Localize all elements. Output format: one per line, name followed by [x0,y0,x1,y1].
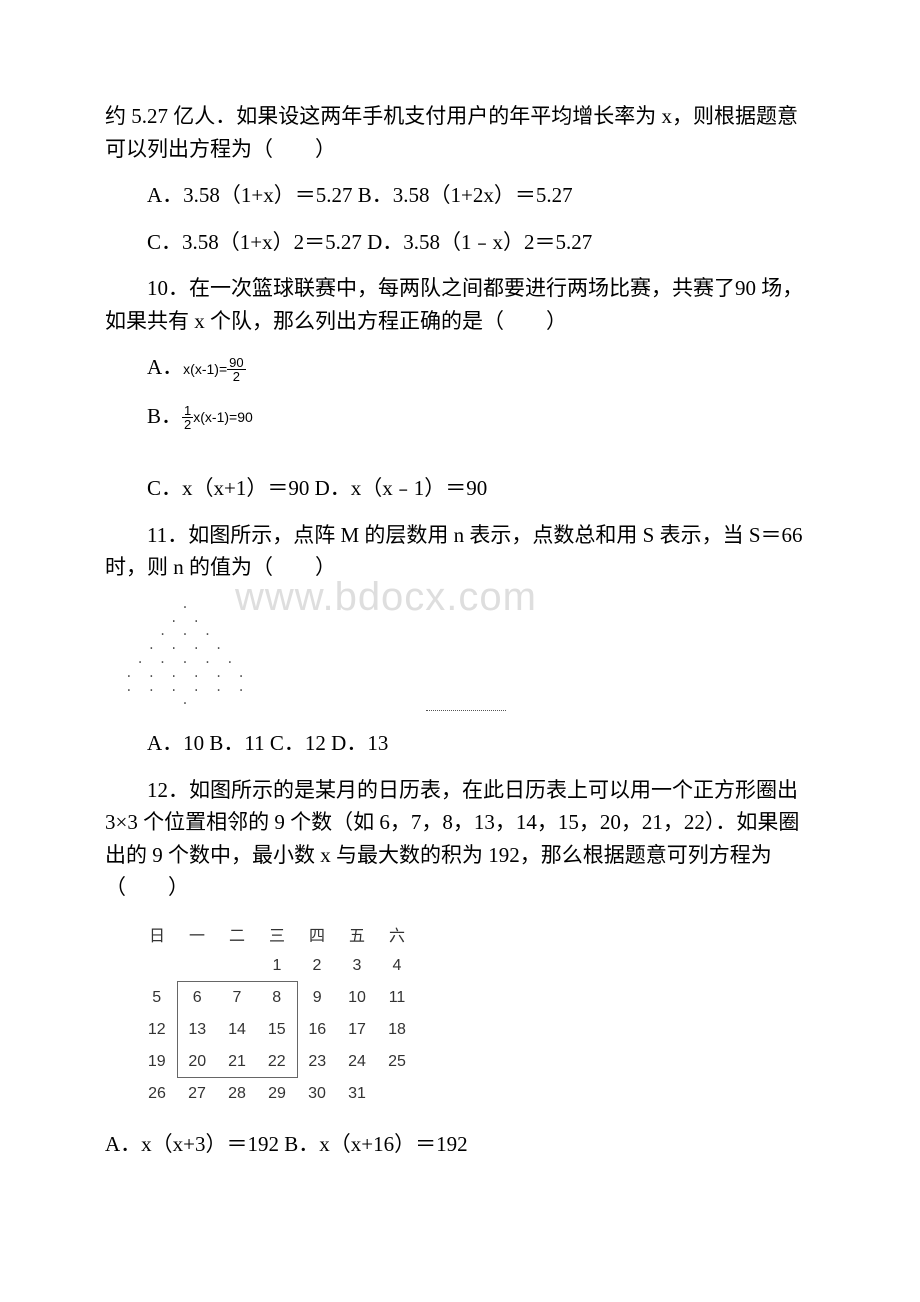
q10-a-num: 90 [227,356,245,371]
fraction-icon: 90 2 [227,356,245,384]
calendar-cell: 30 [297,1078,337,1110]
calendar-cell: 11 [377,982,417,1014]
calendar-cell: 23 [297,1046,337,1078]
calendar-header-cell: 二 [217,918,257,950]
calendar-cell: 21 [217,1046,257,1078]
q10-stem: 10．在一次篮球联赛中，每两队之间都要进行两场比赛，共赛了90 场，如果共有 x… [105,272,815,337]
calendar-cell: 1 [257,950,297,982]
q10-option-a: A． x(x-1)= 90 2 [105,351,815,384]
q10-option-a-expr: x(x-1)= 90 2 [183,356,245,384]
calendar-cell: 25 [377,1046,417,1078]
q10-option-b-expr: 1 2 x(x-1)=90 [182,404,253,432]
calendar-cell: 22 [257,1046,297,1078]
calendar-row: 12 13 14 15 16 17 18 [137,1014,417,1046]
calendar-cell [137,950,177,982]
calendar-cell: 27 [177,1078,217,1110]
calendar-header-cell: 六 [377,918,417,950]
q10-options-cd: C．x（x+1）＝90 D．x（x﹣1）＝90 [105,472,815,505]
calendar-row: 1 2 3 4 [137,950,417,982]
calendar-cell: 26 [137,1078,177,1110]
calendar-cell: 8 [257,982,297,1014]
q10-option-b: B． 1 2 x(x-1)=90 [105,398,815,432]
q12-stem: 12．如图所示的是某月的日历表，在此日历表上可以用一个正方形圈出 3×3 个位置… [105,774,815,904]
q10-option-a-label: A． [147,351,183,384]
calendar-cell: 31 [337,1078,377,1110]
q11-stem: 11．如图所示，点阵 M 的层数用 n 表示，点数总和用 S 表示，当 S＝66… [105,519,815,584]
calendar-cell: 6 [177,982,217,1014]
q9-option-d: D．3.58（1﹣x）2＝5.27 [367,230,592,254]
calendar-cell: 16 [297,1014,337,1046]
q9-options-cd: C．3.58（1+x）2＝5.27 D．3.58（1﹣x）2＝5.27 [105,226,815,259]
calendar-cell: 9 [297,982,337,1014]
q10-b-den: 2 [182,418,193,432]
calendar-cell: 10 [337,982,377,1014]
q10-option-b-label: B． [147,400,182,433]
calendar-header-cell: 四 [297,918,337,950]
q10-a-den: 2 [231,370,242,384]
calendar-cell: 18 [377,1014,417,1046]
calendar-cell: 3 [337,950,377,982]
calendar-cell: 29 [257,1078,297,1110]
q10-option-c: C．x（x+1）＝90 [147,476,315,500]
q9-options-ab: A．3.58（1+x）＝5.27 B．3.58（1+2x）＝5.27 [105,179,815,212]
q9-option-b: B．3.58（1+2x）＝5.27 [358,183,573,207]
calendar-cell: 24 [337,1046,377,1078]
q12-options-ab: A．x（x+3）＝192 B．x（x+16）＝192 [105,1128,815,1161]
q10-a-left: x(x-1)= [183,359,227,381]
calendar-header-cell: 五 [337,918,377,950]
q9-stem-continued: 约 5.27 亿人．如果设这两年手机支付用户的年平均增长率为 x，则根据题意可以… [105,100,815,165]
fraction-icon: 1 2 [182,404,193,432]
calendar-cell [177,950,217,982]
calendar-cell: 2 [297,950,337,982]
calendar-cell: 14 [217,1014,257,1046]
calendar-row: 26 27 28 29 30 31 [137,1078,417,1110]
q11-options: A．10 B．11 C．12 D．13 [105,727,815,760]
calendar-header-cell: 一 [177,918,217,950]
dot-triangle-icon: . . . . . . . . . . . . . . . . . . . . … [117,598,815,711]
calendar-cell: 15 [257,1014,297,1046]
calendar-table: 日 一 二 三 四 五 六 1 2 3 4 5 6 7 8 9 10 11 12 [137,918,417,1110]
calendar-cell: 17 [337,1014,377,1046]
q10-option-d: D．x（x﹣1）＝90 [315,476,488,500]
q10-b-num: 1 [182,404,193,419]
calendar-cell: 4 [377,950,417,982]
q12-option-a: A．x（x+3）＝192 [105,1132,284,1156]
calendar-cell: 5 [137,982,177,1014]
calendar-header-row: 日 一 二 三 四 五 六 [137,918,417,950]
calendar-cell: 28 [217,1078,257,1110]
calendar-cell: 7 [217,982,257,1014]
q10-b-right: x(x-1)=90 [193,407,253,429]
calendar-row: 19 20 21 22 23 24 25 [137,1046,417,1078]
calendar-cell: 13 [177,1014,217,1046]
calendar-cell: 19 [137,1046,177,1078]
q9-option-c: C．3.58（1+x）2＝5.27 [147,230,367,254]
calendar-cell: 20 [177,1046,217,1078]
q9-option-a: A．3.58（1+x）＝5.27 [147,183,358,207]
calendar-row: 5 6 7 8 9 10 11 [137,982,417,1014]
calendar-cell: 12 [137,1014,177,1046]
calendar-cell [377,1078,417,1110]
calendar-header-cell: 三 [257,918,297,950]
calendar-header-cell: 日 [137,918,177,950]
q12-option-b: B．x（x+16）＝192 [284,1132,467,1156]
calendar-cell [217,950,257,982]
